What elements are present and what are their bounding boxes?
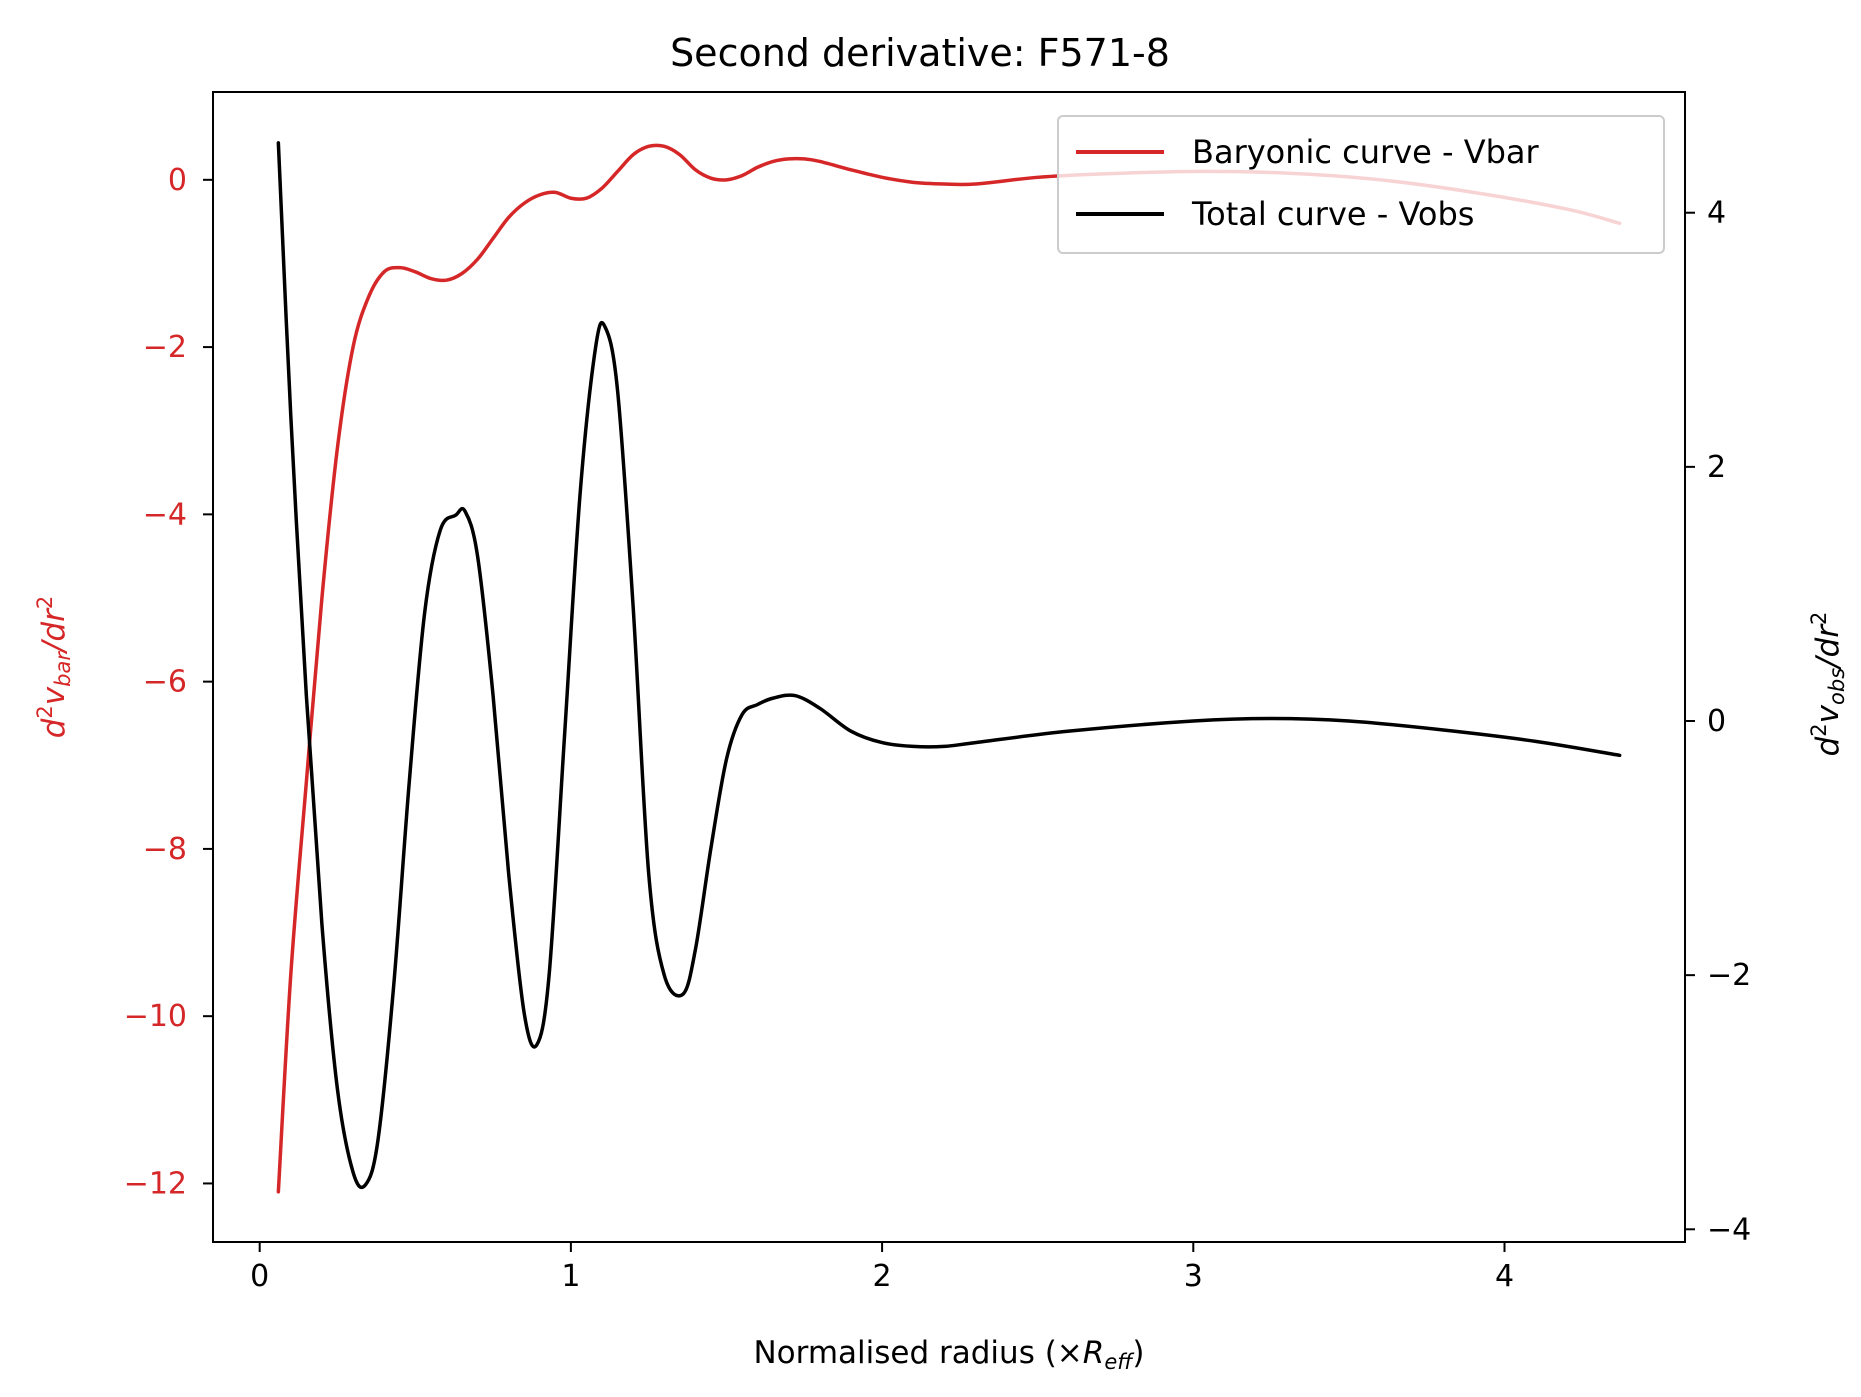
y-right-tick-label: 2 <box>1707 450 1726 485</box>
x-axis-label: Normalised radius (×Reff) <box>753 1335 1144 1374</box>
series-layer <box>276 141 1622 1194</box>
x-tick-label: 4 <box>1495 1259 1514 1294</box>
x-axis-label-prefix: Normalised radius (× <box>753 1335 1082 1371</box>
legend-label-vbar: Baryonic curve - Vbar <box>1192 133 1540 171</box>
y-right-label-sup1: 2 <box>1807 723 1831 736</box>
x-axis-label-suffix: ) <box>1132 1335 1144 1371</box>
y-axis-left: 0 −2 −4 −6 −8 −10 −12 <box>124 163 213 1201</box>
y-axis-right: 4 2 0 −2 −4 <box>1685 196 1751 1247</box>
y-left-tick-label: −4 <box>143 497 187 532</box>
y-left-tick-label: −2 <box>143 330 187 365</box>
y-left-label-sup2: 2 <box>33 596 57 609</box>
y-left-tick-label: −6 <box>143 665 187 700</box>
y-left-tick-label: 0 <box>168 163 187 198</box>
x-axis-label-subscript: eff <box>1104 1350 1135 1374</box>
y-right-label-d: d <box>1810 736 1846 756</box>
x-tick-label: 3 <box>1184 1259 1203 1294</box>
series-line-vobs <box>276 141 1622 1190</box>
y-left-tick-label: −12 <box>124 1166 187 1201</box>
y-right-tick-label: 0 <box>1707 704 1726 739</box>
y-axis-right-label: d2vobs/dr2 <box>1807 612 1849 757</box>
y-left-label-d: d <box>36 718 72 738</box>
y-left-tick-label: −10 <box>124 999 187 1034</box>
x-tick-label: 2 <box>873 1259 892 1294</box>
y-left-tick-label: −8 <box>143 832 187 867</box>
series-line-vbar <box>276 143 1622 1194</box>
x-axis-label-symbol: R <box>1083 1335 1105 1371</box>
x-tick-label: 0 <box>250 1259 269 1294</box>
y-right-label-slash: /dr <box>1810 623 1846 671</box>
legend: Baryonic curve - Vbar Total curve - Vobs <box>1057 115 1665 254</box>
chart-title: Second derivative: F571-8 <box>670 31 1170 75</box>
y-axis-left-label: d2vbar/dr2 <box>33 596 75 739</box>
y-left-label-sub: bar <box>51 651 75 687</box>
legend-label-vobs: Total curve - Vobs <box>1191 195 1474 233</box>
legend-box <box>1057 115 1665 254</box>
y-right-tick-label: −2 <box>1707 958 1751 993</box>
y-right-tick-label: −4 <box>1707 1212 1751 1247</box>
plot-frame <box>212 91 1686 1243</box>
y-right-tick-label: 4 <box>1707 196 1726 231</box>
y-left-label-slash: /dr <box>36 607 72 655</box>
y-right-label-v: v <box>1810 704 1846 723</box>
y-right-label-sup2: 2 <box>1807 612 1831 625</box>
x-tick-label: 1 <box>561 1259 580 1294</box>
y-left-label-v: v <box>36 686 72 705</box>
y-left-label-sup1: 2 <box>33 705 57 718</box>
y-right-label-sub: obs <box>1825 668 1849 705</box>
x-axis: 0 1 2 3 4 <box>250 1242 1514 1294</box>
